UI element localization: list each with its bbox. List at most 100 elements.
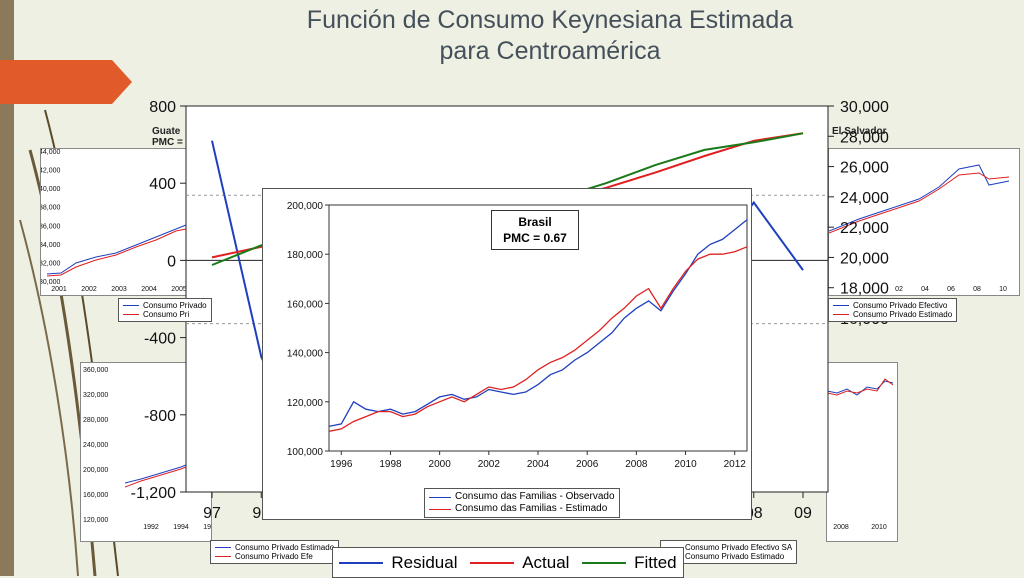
guatemala-x-tick-label: 2003 <box>111 286 127 293</box>
lower-left-y-tick-label: 160,000 <box>83 492 108 499</box>
brasil-legend-observado-label: Consumo das Familias - Observado <box>455 491 615 502</box>
elsalvador-chart-svg: 02 04 06 08 10 <box>828 164 1010 293</box>
lower-left-y-tick-label: 360,000 <box>83 367 108 374</box>
main-x-tick-label: 97 <box>203 505 221 522</box>
elsalvador-series-2-line <box>828 172 1010 234</box>
guatemala-legend-1-label: Consumo Privado <box>143 301 207 310</box>
guatemala-label-line2: PMC = <box>152 137 183 148</box>
brasil-y-tick-label: 100,000 <box>287 447 324 458</box>
guatemala-panel: 44,000 42,000 40,000 38,000 36,000 34,000 32,0… <box>39 148 202 296</box>
lower-right-x-tick-label: 2008 <box>833 524 849 531</box>
main-right-tick-label: 26,000 <box>840 160 889 177</box>
guatemala-x-tick-label: 2002 <box>81 286 97 293</box>
main-x-tick-label: 09 <box>794 505 812 522</box>
guatemala-legend-1: Consumo Privado <box>123 301 207 310</box>
main-left-tick-label: 800 <box>149 99 176 116</box>
brasil-x-tick-label: 2012 <box>724 459 747 470</box>
lower-right-legend-1-label: Consumo Privado Efectivo SA <box>685 543 793 552</box>
brasil-x-tick-label: 2010 <box>674 459 697 470</box>
legend-residual-label: Residual <box>391 552 458 572</box>
lower-left-y-tick-label: 200,000 <box>83 467 108 474</box>
elsalvador-x-tick-label: 08 <box>973 286 981 293</box>
lower-left-y-tick-label: 320,000 <box>83 392 108 399</box>
brasil-y-tick-label: 180,000 <box>287 250 324 261</box>
brasil-x-tick-label: 2008 <box>625 459 648 470</box>
lower-right-chart-svg: 2008 2010 <box>826 378 894 531</box>
main-left-tick-label: -800 <box>144 408 176 425</box>
guatemala-legend-2-label: Consumo Pri <box>143 310 190 319</box>
main-right-tick-label: 24,000 <box>840 190 889 207</box>
guatemala-y-tick-label: 36,000 <box>41 223 61 230</box>
guatemala-chart-svg: 44,000 42,000 40,000 38,000 36,000 34,000 32,0… <box>39 149 202 293</box>
brasil-x-tick-label: 2000 <box>429 459 452 470</box>
main-right-tick-label: 18,000 <box>840 281 889 298</box>
brasil-series-observado-line <box>328 219 748 428</box>
guatemala-x-tick-label: 2004 <box>141 286 157 293</box>
guatemala-y-tick-label: 38,000 <box>41 205 61 212</box>
elsalvador-legend: Consumo Privado Efectivo Consumo Privado… <box>828 298 958 322</box>
brasil-y-tick-label: 160,000 <box>287 299 324 310</box>
elsalvador-x-tick-label: 02 <box>895 286 903 293</box>
slide-title-line1: Función de Consumo Keynesiana Estimada <box>306 6 794 34</box>
main-left-tick-label: -1,200 <box>131 485 176 502</box>
main-right-tick-label: 30,000 <box>840 99 889 116</box>
main-right-tick-label: 28,000 <box>840 129 889 146</box>
legend-residual: Residual <box>339 552 458 573</box>
lower-left-y-tick-label: 280,000 <box>83 417 108 424</box>
lower-left-legend-2: Consumo Privado Efe <box>215 552 334 561</box>
brasil-pmc: PMC = 0.67 <box>503 231 567 245</box>
guatemala-legend-2: Consumo Pri <box>123 310 207 319</box>
guatemala-y-tick-label: 30,000 <box>41 279 61 286</box>
brasil-label-box: Brasil PMC = 0.67 <box>491 210 579 250</box>
lower-right-x-tick-label: 2010 <box>871 524 887 531</box>
lower-left-x-tick-label: 1992 <box>143 524 159 531</box>
brasil-x-tick-label: 2006 <box>576 459 599 470</box>
brasil-x-tick-label: 2004 <box>527 459 550 470</box>
lower-left-legend-2-label: Consumo Privado Efe <box>235 552 313 561</box>
lower-left-x-tick-label: 1994 <box>173 524 189 531</box>
main-right-tick-label: 20,000 <box>840 250 889 267</box>
legend-actual: Actual <box>470 553 569 573</box>
lower-right-legend-1: Consumo Privado Efectivo SA <box>665 543 792 552</box>
guatemala-legend: Consumo Privado Consumo Pri <box>118 298 212 322</box>
lower-left-legend-1: Consumo Privado Estimado <box>215 543 334 552</box>
elsalvador-label: El Salvador <box>832 126 887 137</box>
guatemala-series-2-line <box>46 221 202 277</box>
legend-fitted: Fitted <box>582 553 677 573</box>
lower-left-legend-1-label: Consumo Privado Estimado <box>235 543 335 552</box>
brasil-legend-estimado: Consumo das Familias - Estimado <box>429 503 615 515</box>
guatemala-y-tick-label: 32,000 <box>41 260 61 267</box>
brasil-legend-observado: Consumo das Familias - Observado <box>429 491 615 503</box>
lower-left-legend: Consumo Privado Estimado Consumo Privado… <box>210 540 340 564</box>
lower-left-y-tick-label: 240,000 <box>83 442 108 449</box>
lower-right-legend-2: Consumo Privado Estimado <box>665 552 792 561</box>
guatemala-y-tick-label: 42,000 <box>41 168 61 175</box>
lower-right-series-2-line <box>826 378 894 396</box>
brasil-x-tick-label: 1998 <box>379 459 402 470</box>
elsalvador-series-1-line <box>828 164 1010 232</box>
elsalvador-x-tick-label: 04 <box>921 286 929 293</box>
brasil-y-tick-label: 120,000 <box>287 398 324 409</box>
accent-arrow <box>0 60 132 104</box>
brasil-series-estimado-line <box>328 246 748 432</box>
legend-fitted-label: Fitted <box>634 552 677 572</box>
main-legend: Residual Actual Fitted <box>332 547 684 578</box>
elsalvador-panel: 02 04 06 08 10 <box>828 148 1020 296</box>
brasil-y-tick-label: 140,000 <box>287 349 324 360</box>
legend-actual-label: Actual <box>522 552 570 572</box>
guatemala-y-tick-label: 44,000 <box>41 149 61 156</box>
elsalvador-legend-1-label: Consumo Privado Efectivo <box>853 301 948 310</box>
main-right-tick-label: 22,000 <box>840 220 889 237</box>
guatemala-label: Guate PMC = <box>152 126 183 148</box>
main-left-tick-label: -400 <box>144 331 176 348</box>
main-left-tick-label: 400 <box>149 176 176 193</box>
slide-title-line2: para Centroamérica <box>439 37 661 65</box>
brasil-legend-estimado-label: Consumo das Familias - Estimado <box>455 503 608 514</box>
elsalvador-x-tick-label: 10 <box>999 286 1007 293</box>
brasil-label: Brasil <box>518 215 552 229</box>
guatemala-x-tick-label: 2001 <box>51 286 67 293</box>
guatemala-x-tick-label: 2005 <box>171 286 187 293</box>
brasil-y-tick-label: 200,000 <box>287 201 324 212</box>
brasil-legend: Consumo das Familias - Observado Consumo… <box>424 488 620 518</box>
guatemala-y-tick-label: 40,000 <box>41 186 61 193</box>
